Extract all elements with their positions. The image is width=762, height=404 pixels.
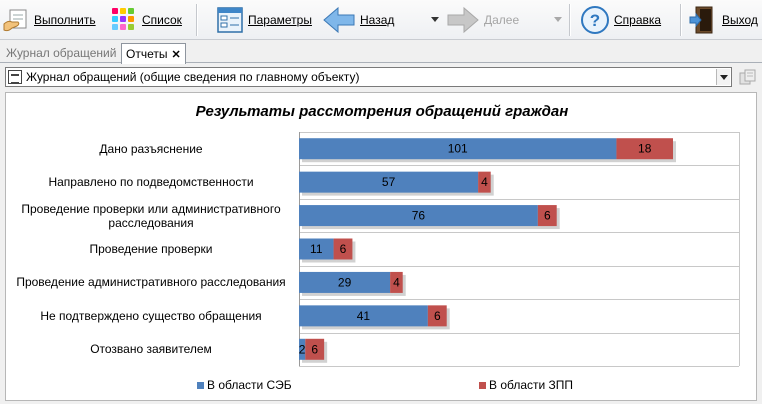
data-label: 6 [340,242,347,256]
legend-label: В области СЭБ [207,378,292,392]
data-label: 76 [412,209,426,223]
data-label: 57 [382,175,396,189]
legend-item-seb: В области СЭБ [197,378,292,392]
exit-door-icon [689,6,713,34]
bar-segment [299,171,479,193]
back-label: Назад [360,13,395,27]
help-icon: ? [581,6,609,34]
run-label: Выполнить [34,13,96,27]
tab-journal[interactable]: Журнал обращений ✕ [2,43,134,63]
tab-reports[interactable]: Отчеты ✕ [121,43,186,64]
toolbar-separator [569,4,570,36]
params-label: Параметры [248,13,312,27]
close-icon[interactable]: ✕ [171,48,181,61]
hand-pointer-icon [3,9,27,32]
bar-segment [427,305,447,327]
list-label: Список [142,13,182,27]
data-label: 11 [310,242,323,256]
bar-segment [299,138,617,160]
help-label: Справка [614,13,662,27]
category-label: Проведение административного расследован… [16,275,286,290]
bar-segment [616,138,673,160]
report-selector-row: Журнал обращений (общие сведения по глав… [0,64,762,90]
arrow-left-icon [323,6,355,34]
exit-label: Выход [722,13,758,27]
data-label: 4 [393,275,400,289]
bar-segment [299,205,538,227]
forward-label: Далее [484,13,520,27]
bar-segment [333,238,353,260]
bar-segment [299,271,391,293]
data-label: 29 [338,275,352,289]
window-settings-icon [217,7,243,33]
help-button[interactable]: ? Справка [580,4,661,36]
list-button[interactable]: Список [110,4,182,36]
forward-dropdown-arrow[interactable] [554,17,562,22]
report-select[interactable]: Журнал обращений (общие сведения по глав… [5,67,732,87]
toolbar-separator [680,4,681,36]
tab-label: Отчеты [126,47,168,61]
data-label: 101 [448,142,468,156]
chart-panel: Результаты рассмотрения обращений гражда… [5,92,757,401]
chart-title: Результаты рассмотрения обращений гражда… [195,103,569,120]
bar-segment [299,305,428,327]
data-label: 6 [311,342,318,356]
back-button[interactable]: Назад [322,4,394,36]
bar-segment [299,238,334,260]
tab-label: Журнал обращений [6,46,117,60]
category-label: Не подтверждено существо обращения [40,308,262,323]
toolbar-separator [196,4,197,36]
bar-segment [390,271,403,293]
category-label: Направлено по подведомственности [48,175,254,190]
category-label: Отозвано заявителем [90,342,212,357]
back-dropdown-arrow[interactable] [431,17,439,22]
category-label: Проведение проверки или административног… [21,201,281,230]
data-label: 6 [544,209,551,223]
color-grid-icon [112,8,134,30]
document-tabs: Журнал обращений ✕ Отчеты ✕ [0,41,762,64]
data-label: 41 [357,309,371,323]
report-icon [8,70,22,84]
arrow-right-icon [447,6,479,34]
svg-text:?: ? [590,11,600,30]
forward-button[interactable]: Далее [446,4,519,36]
chevron-down-icon[interactable] [716,69,730,85]
data-label: 4 [481,175,488,189]
bar-segment [305,338,325,360]
data-label: 6 [434,309,441,323]
legend-swatch [479,381,486,389]
legend-label: В области ЗПП [489,378,574,392]
legend-swatch [197,381,204,389]
report-select-value: Журнал обращений (общие сведения по глав… [26,70,360,84]
bar-segment [478,171,491,193]
bar-segment [299,338,306,360]
exit-button[interactable]: Выход [688,4,758,36]
legend-item-zpp: В области ЗПП [479,378,573,392]
run-button[interactable]: Выполнить [2,4,96,36]
category-label: Дано разъяснение [99,141,203,156]
data-label: 2 [299,342,306,356]
category-label: Проведение проверки [89,242,213,256]
data-label: 18 [638,142,652,156]
params-button[interactable]: Параметры [216,4,312,36]
copy-disabled-icon[interactable] [739,69,757,85]
toolbar: Выполнить Список Параметры Назад Дале [0,0,762,40]
bar-segment [537,205,557,227]
